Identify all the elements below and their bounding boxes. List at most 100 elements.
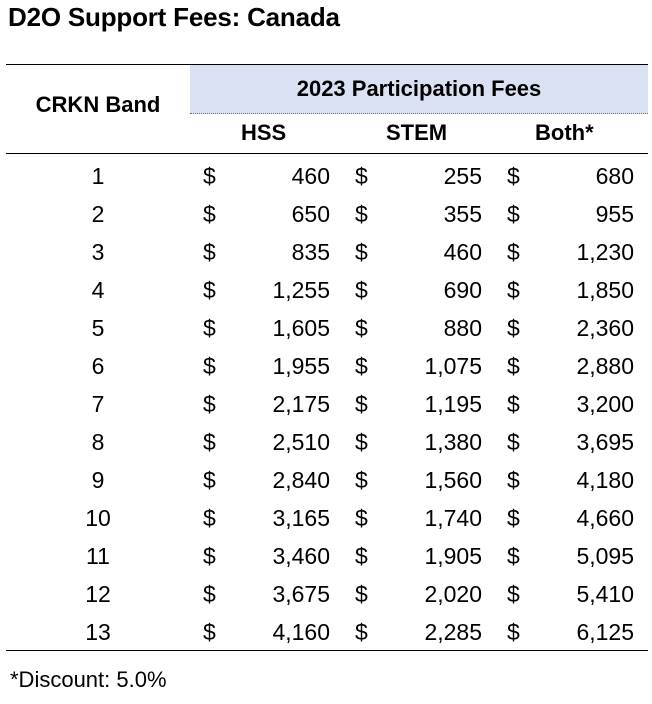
stem-currency-cell: $ [355, 429, 368, 455]
stem-fee-cell: 460 [443, 239, 482, 265]
hss-currency-cell: $ [203, 619, 216, 645]
stem-fee-cell: 880 [443, 315, 482, 341]
stem-fee-cell: 690 [443, 277, 482, 303]
band-cell: 2 [91, 201, 105, 227]
hss-currency-cell: $ [203, 505, 216, 531]
stem-fee-cell: 255 [443, 163, 482, 189]
both-fee-cell: 3,200 [576, 391, 634, 417]
hss-currency-cell: $ [203, 277, 216, 303]
hss-fee-cell: 4,160 [272, 619, 330, 645]
stem-currency-cell: $ [355, 391, 368, 417]
stem-currency-cell: $ [355, 201, 368, 227]
band-cell: 12 [85, 581, 111, 607]
both-fee-cell: 955 [595, 201, 634, 227]
hss-currency-cell: $ [203, 429, 216, 455]
band-cell: 3 [91, 239, 105, 265]
band-cell: 9 [91, 467, 105, 493]
stem-fee-cell: 2,285 [424, 619, 482, 645]
both-currency-cell: $ [507, 429, 520, 455]
band-cell: 8 [91, 429, 105, 455]
hss-currency-cell: $ [203, 391, 216, 417]
hss-fee-cell: 3,165 [272, 505, 330, 531]
both-currency-cell: $ [507, 543, 520, 569]
hss-column-header: HSS [241, 120, 287, 145]
stem-fee-cell: 1,380 [424, 429, 482, 455]
hss-fee-cell: 3,675 [272, 581, 330, 607]
hss-currency-cell: $ [203, 239, 216, 265]
stem-fee-cell: 355 [443, 201, 482, 227]
hss-fee-cell: 3,460 [272, 543, 330, 569]
stem-fee-cell: 1,905 [424, 543, 482, 569]
both-currency-cell: $ [507, 163, 520, 189]
table-row: 9 $2,840 $1,560 $4,180 [0, 461, 652, 499]
table-bottom-border [6, 650, 648, 651]
both-currency-cell: $ [507, 581, 520, 607]
stem-currency-cell: $ [355, 353, 368, 379]
table-row: 3 $835 $460 $1,230 [0, 233, 652, 271]
hss-fee-cell: 835 [291, 239, 330, 265]
both-fee-cell: 3,695 [576, 429, 634, 455]
stem-fee-cell: 1,740 [424, 505, 482, 531]
both-fee-cell: 1,230 [576, 239, 634, 265]
stem-fee-cell: 1,560 [424, 467, 482, 493]
both-fee-cell: 4,180 [576, 467, 634, 493]
band-cell: 11 [86, 543, 110, 569]
band-column-header: CRKN Band [35, 92, 161, 117]
stem-currency-cell: $ [355, 163, 368, 189]
table-row: 12 $3,675 $2,020 $5,410 [0, 575, 652, 613]
hss-fee-cell: 2,510 [272, 429, 330, 455]
table-row: 11 $3,460 $1,905 $5,095 [0, 537, 652, 575]
band-cell: 1 [91, 163, 105, 189]
both-fee-cell: 5,095 [576, 543, 634, 569]
both-column-header: Both* [535, 120, 594, 145]
stem-currency-cell: $ [355, 467, 368, 493]
band-cell: 13 [85, 619, 111, 645]
hss-fee-cell: 1,255 [272, 277, 330, 303]
stem-currency-cell: $ [355, 581, 368, 607]
both-currency-cell: $ [507, 277, 520, 303]
both-currency-cell: $ [507, 391, 520, 417]
stem-currency-cell: $ [355, 505, 368, 531]
hss-currency-cell: $ [203, 163, 216, 189]
both-fee-cell: 1,850 [576, 277, 634, 303]
hss-fee-cell: 1,955 [272, 353, 330, 379]
band-cell: 7 [91, 391, 105, 417]
both-currency-cell: $ [507, 467, 520, 493]
table-row: 6 $1,955 $1,075 $2,880 [0, 347, 652, 385]
participation-fees-group-header: 2023 Participation Fees [190, 65, 648, 114]
table-row: 7 $2,175 $1,195 $3,200 [0, 385, 652, 423]
table-top-border [6, 64, 648, 65]
stem-currency-cell: $ [355, 619, 368, 645]
table-row: 5 $1,605 $880 $2,360 [0, 309, 652, 347]
hss-fee-cell: 460 [291, 163, 330, 189]
stem-fee-cell: 1,075 [424, 353, 482, 379]
stem-fee-cell: 2,020 [424, 581, 482, 607]
table-row: 10 $3,165 $1,740 $4,660 [0, 499, 652, 537]
stem-currency-cell: $ [355, 315, 368, 341]
table-row: 2 $650 $355 $955 [0, 195, 652, 233]
hss-fee-cell: 650 [291, 201, 330, 227]
both-currency-cell: $ [507, 619, 520, 645]
band-cell: 6 [91, 353, 105, 379]
table-row: 13 $4,160 $2,285 $6,125 [0, 613, 652, 651]
both-currency-cell: $ [507, 505, 520, 531]
both-currency-cell: $ [507, 201, 520, 227]
stem-currency-cell: $ [355, 277, 368, 303]
both-currency-cell: $ [507, 353, 520, 379]
page-title: D2O Support Fees: Canada [8, 2, 340, 32]
both-fee-cell: 5,410 [576, 581, 634, 607]
hss-fee-cell: 1,605 [272, 315, 330, 341]
both-fee-cell: 4,660 [576, 505, 634, 531]
hss-fee-cell: 2,840 [272, 467, 330, 493]
stem-fee-cell: 1,195 [424, 391, 482, 417]
hss-currency-cell: $ [203, 581, 216, 607]
hss-currency-cell: $ [203, 467, 216, 493]
discount-footnote: *Discount: 5.0% [10, 667, 167, 692]
band-cell: 5 [91, 315, 105, 341]
hss-currency-cell: $ [203, 201, 216, 227]
band-cell: 4 [91, 277, 105, 303]
table-row: 4 $1,255 $690 $1,850 [0, 271, 652, 309]
stem-currency-cell: $ [355, 543, 368, 569]
hss-fee-cell: 2,175 [272, 391, 330, 417]
both-fee-cell: 2,880 [576, 353, 634, 379]
